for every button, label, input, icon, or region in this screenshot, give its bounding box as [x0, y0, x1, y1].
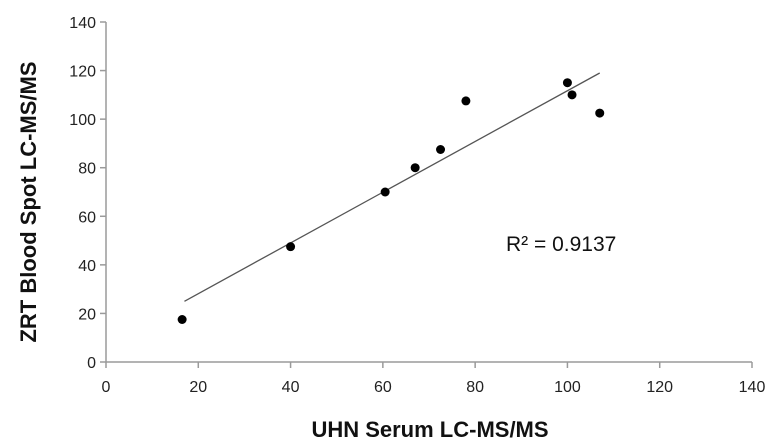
x-tick-label: 100	[554, 379, 581, 396]
x-axis: 0 20 40 60 80 100 120 140	[102, 361, 766, 396]
y-tick-label: 60	[78, 209, 96, 226]
x-axis-title: UHN Serum LC-MS/MS	[311, 417, 548, 442]
x-tick-label: 140	[739, 379, 766, 396]
x-tick-label: 20	[189, 379, 207, 396]
data-point	[436, 145, 446, 154]
x-tick-label: 120	[646, 379, 673, 396]
y-axis: 0 20 40 60 80 100 120 140	[69, 15, 107, 372]
y-tick-label: 120	[69, 64, 96, 81]
data-point	[380, 187, 390, 197]
x-tick-label: 0	[102, 379, 111, 396]
data-point	[410, 163, 420, 173]
y-tick-label: 140	[69, 15, 96, 32]
y-ticks: 0 20 40 60 80 100 120 140	[69, 15, 106, 372]
y-tick-label: 80	[78, 161, 96, 178]
data-point	[286, 242, 296, 252]
r-squared-annotation: R² = 0.9137	[506, 233, 616, 256]
y-tick-label: 0	[87, 355, 96, 372]
y-tick-label: 100	[69, 112, 96, 129]
data-point	[177, 315, 187, 324]
data-point	[567, 90, 577, 100]
x-tick-label: 80	[466, 379, 484, 396]
y-axis-title: ZRT Blood Spot LC-MS/MS	[16, 61, 41, 342]
x-tick-label: 40	[282, 379, 300, 396]
data-point	[461, 96, 471, 106]
data-point	[595, 108, 605, 118]
data-point	[562, 78, 572, 88]
x-ticks: 0 20 40 60 80 100 120 140	[102, 362, 766, 396]
x-tick-label: 60	[374, 379, 392, 396]
y-tick-label: 40	[78, 258, 96, 275]
data-points	[177, 78, 605, 324]
y-tick-label: 20	[78, 306, 96, 323]
trendline	[184, 72, 601, 302]
